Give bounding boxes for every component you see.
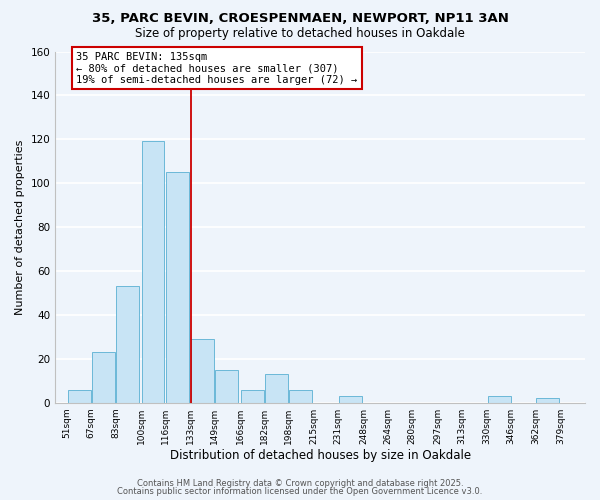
Y-axis label: Number of detached properties: Number of detached properties xyxy=(15,140,25,315)
Bar xyxy=(116,286,139,403)
Bar xyxy=(265,374,288,402)
Text: Size of property relative to detached houses in Oakdale: Size of property relative to detached ho… xyxy=(135,28,465,40)
Text: 35, PARC BEVIN, CROESPENMAEN, NEWPORT, NP11 3AN: 35, PARC BEVIN, CROESPENMAEN, NEWPORT, N… xyxy=(92,12,508,26)
Bar xyxy=(488,396,511,402)
Text: 35 PARC BEVIN: 135sqm
← 80% of detached houses are smaller (307)
19% of semi-det: 35 PARC BEVIN: 135sqm ← 80% of detached … xyxy=(76,52,358,84)
Text: Contains public sector information licensed under the Open Government Licence v3: Contains public sector information licen… xyxy=(118,487,482,496)
Bar xyxy=(289,390,312,402)
Bar xyxy=(142,142,164,402)
Bar xyxy=(339,396,362,402)
Bar xyxy=(191,339,214,402)
X-axis label: Distribution of detached houses by size in Oakdale: Distribution of detached houses by size … xyxy=(170,450,470,462)
Bar xyxy=(241,390,264,402)
Text: Contains HM Land Registry data © Crown copyright and database right 2025.: Contains HM Land Registry data © Crown c… xyxy=(137,478,463,488)
Bar xyxy=(536,398,559,402)
Bar xyxy=(215,370,238,402)
Bar xyxy=(68,390,91,402)
Bar xyxy=(92,352,115,403)
Bar xyxy=(166,172,188,402)
